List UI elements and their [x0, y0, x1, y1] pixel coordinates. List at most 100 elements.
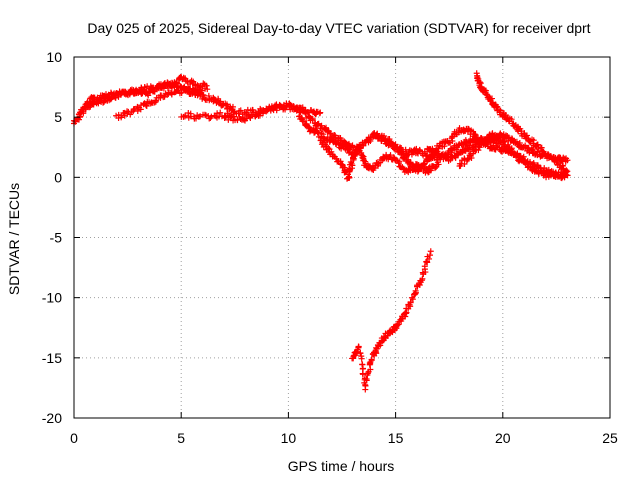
data-point — [563, 167, 570, 174]
data-point — [394, 143, 401, 150]
x-tick-label: 5 — [177, 430, 185, 446]
data-point — [564, 157, 571, 164]
data-point — [182, 112, 189, 119]
data-point — [350, 156, 357, 163]
data-point — [145, 92, 152, 99]
y-tick-label: -20 — [42, 410, 62, 426]
x-tick-label: 15 — [388, 430, 404, 446]
ticks: 0 5 10 15 20 25 -20 -15 -10 -5 0 5 10 — [42, 49, 618, 446]
data-point — [538, 167, 545, 174]
data-point — [526, 149, 533, 156]
data-point — [400, 155, 407, 162]
data-point — [349, 142, 356, 149]
data-point — [523, 132, 530, 139]
data-point — [468, 155, 475, 162]
data-point — [371, 164, 378, 171]
series-track-2 — [75, 73, 211, 123]
data-point — [394, 322, 401, 329]
data-point — [115, 115, 122, 122]
data-point — [178, 89, 185, 96]
x-tick-label: 25 — [602, 430, 618, 446]
y-tick-label: -10 — [42, 290, 62, 306]
data-point — [346, 146, 353, 153]
data-point — [306, 114, 313, 121]
data-point — [419, 275, 426, 282]
data-point — [302, 109, 309, 116]
data-point — [200, 80, 207, 87]
data-point — [365, 370, 372, 377]
data-point — [283, 104, 290, 111]
data-point — [412, 287, 419, 294]
data-point — [368, 356, 375, 363]
x-tick-label: 20 — [495, 430, 511, 446]
series-track-7 — [317, 137, 442, 182]
data-point — [530, 137, 537, 144]
data-point — [217, 109, 224, 116]
data-point — [363, 377, 370, 384]
data-point — [427, 167, 434, 174]
data-point — [361, 157, 368, 164]
data-point — [407, 299, 414, 306]
data-point — [230, 113, 237, 120]
y-tick-label: 5 — [54, 109, 62, 125]
data-point — [389, 141, 396, 148]
data-point — [426, 255, 433, 262]
data-layer — [70, 70, 571, 393]
series-track-10 — [473, 70, 571, 176]
data-point — [142, 102, 149, 109]
data-point — [476, 79, 483, 86]
y-tick-label: 0 — [54, 169, 62, 185]
data-point — [314, 129, 321, 136]
data-point — [309, 115, 316, 122]
data-point — [237, 107, 244, 114]
data-point — [504, 141, 511, 148]
data-point — [508, 116, 515, 123]
data-point — [475, 75, 482, 82]
series-track-11 — [456, 130, 569, 181]
data-point — [395, 321, 402, 328]
data-point — [396, 158, 403, 165]
data-point — [427, 155, 434, 162]
data-point — [200, 92, 207, 99]
data-point — [358, 355, 365, 362]
data-point — [195, 113, 202, 120]
data-point — [562, 169, 569, 176]
data-point — [217, 98, 224, 105]
data-point — [427, 252, 434, 259]
data-point — [357, 350, 364, 357]
data-point — [464, 156, 471, 163]
data-point — [348, 160, 355, 167]
data-point — [521, 131, 528, 138]
data-point — [390, 145, 397, 152]
data-point — [314, 122, 321, 129]
data-point — [325, 145, 332, 152]
data-point — [452, 154, 459, 161]
data-point — [534, 141, 541, 148]
series-track-3 — [113, 86, 238, 122]
chart-title: Day 025 of 2025, Sidereal Day-to-day VTE… — [87, 20, 590, 36]
grid — [74, 57, 610, 418]
y-axis-label: SDTVAR / TECUs — [6, 183, 22, 295]
data-point — [355, 343, 362, 350]
data-point — [489, 99, 496, 106]
data-point — [80, 108, 87, 115]
data-point — [435, 161, 442, 168]
data-point — [277, 102, 284, 109]
x-axis-label: GPS time / hours — [288, 458, 395, 474]
data-point — [481, 87, 488, 94]
data-point — [538, 144, 545, 151]
data-point — [407, 160, 414, 167]
data-point — [288, 102, 295, 109]
data-point — [413, 145, 420, 152]
data-point — [358, 149, 365, 156]
data-point — [316, 110, 323, 117]
data-point — [427, 248, 434, 255]
x-tick-label: 10 — [281, 430, 297, 446]
data-point — [328, 148, 335, 155]
data-point — [554, 158, 561, 165]
data-point — [204, 86, 211, 93]
data-point — [519, 156, 526, 163]
x-tick-label: 0 — [70, 430, 78, 446]
